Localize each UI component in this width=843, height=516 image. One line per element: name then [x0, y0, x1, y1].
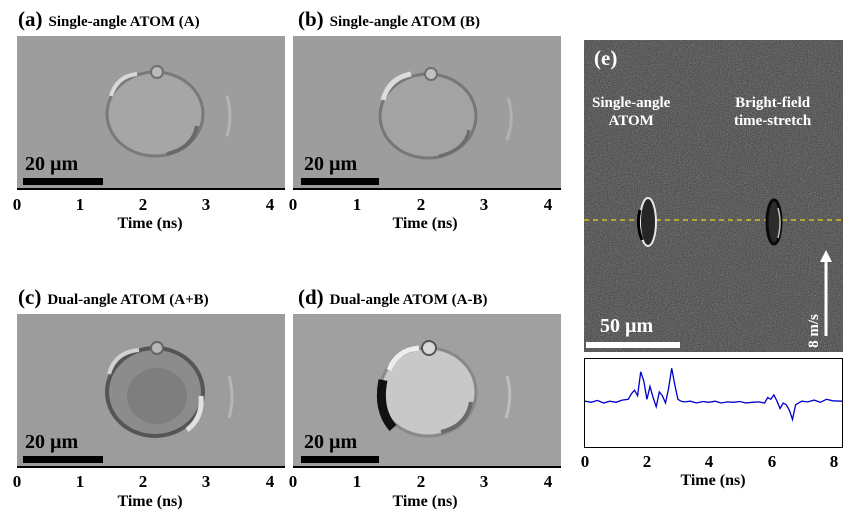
panel-e-velocity-label: 8 m/s: [805, 314, 822, 348]
cell-image: [293, 36, 561, 188]
label-left-line-2: ATOM: [608, 113, 654, 129]
panel-letter: (b): [298, 7, 324, 31]
panel-e-xlabel: Time (ns): [680, 472, 746, 489]
panel-letter: (d): [298, 285, 324, 309]
panel-b-tick-1: 1: [352, 195, 362, 214]
panel-e-tick-3: 6: [767, 452, 777, 471]
label-right-line-1: Bright-field: [735, 95, 811, 111]
panel-name: Dual-angle ATOM (A+B): [47, 292, 209, 308]
panel-e-image: [584, 40, 843, 352]
panel-b-tick-4: 4: [543, 195, 553, 214]
panel-e-trace-plot: [584, 358, 843, 448]
panel-d-tick-0: 0: [288, 472, 298, 491]
panel-a-tick-0: 0: [12, 195, 22, 214]
panel-a-tick-3: 3: [201, 195, 211, 214]
panel-a-tick-4: 4: [265, 195, 275, 214]
cell-image: [293, 314, 561, 466]
panel-c-tick-4: 4: [265, 472, 275, 491]
label-right-line-2: time-stretch: [734, 113, 812, 129]
panel-d-tick-3: 3: [479, 472, 489, 491]
panel-c-title: (c) Dual-angle ATOM (A+B): [18, 287, 209, 308]
cell-image: [17, 314, 285, 466]
panel-c-xlabel: Time (ns): [117, 493, 183, 510]
panel-d-tick-4: 4: [543, 472, 553, 491]
label-left-line-1: Single-angle: [592, 95, 671, 111]
trace-series-line: [585, 368, 842, 422]
panel-b-x-axis: [293, 188, 561, 190]
panel-a-scalebar-label: 20 µm: [25, 153, 79, 175]
panel-e-tick-4: 8: [829, 452, 839, 471]
panel-name: Single-angle ATOM (A): [48, 14, 200, 30]
panel-b-tick-3: 3: [479, 195, 489, 214]
panel-b-scalebar-label: 20 µm: [304, 153, 358, 175]
panel-e-label-left: Single-angle ATOM: [592, 94, 670, 130]
panel-a-title: (a) Single-angle ATOM (A): [18, 9, 200, 30]
panel-d-x-axis: [293, 466, 561, 468]
panel-b-tick-2: 2: [416, 195, 426, 214]
panel-b-image: [293, 36, 561, 188]
panel-e-letter: (e): [594, 46, 618, 70]
panel-name: Dual-angle ATOM (A-B): [329, 292, 488, 308]
panel-name: Single-angle ATOM (B): [329, 14, 480, 30]
cell-image: [17, 36, 285, 188]
panel-c-tick-0: 0: [12, 472, 22, 491]
panel-letter: (a): [18, 7, 43, 31]
panel-a-x-axis: [17, 188, 285, 190]
panel-d-title: (d) Dual-angle ATOM (A-B): [298, 287, 487, 308]
panel-e-scalebar-label: 50 µm: [600, 315, 654, 337]
panel-c-x-axis: [17, 466, 285, 468]
panel-a-tick-1: 1: [75, 195, 85, 214]
panel-b-xlabel: Time (ns): [392, 215, 458, 232]
panel-d-tick-2: 2: [416, 472, 426, 491]
panel-d-tick-1: 1: [352, 472, 362, 491]
panel-e-tick-1: 2: [642, 452, 652, 471]
flow-image: [584, 40, 843, 352]
panel-a-xlabel: Time (ns): [117, 215, 183, 232]
panel-c-tick-3: 3: [201, 472, 211, 491]
panel-e-tick-2: 4: [704, 452, 714, 471]
panel-e-tick-0: 0: [580, 452, 590, 471]
panel-c-tick-2: 2: [138, 472, 148, 491]
panel-d-scalebar-label: 20 µm: [304, 431, 358, 453]
panel-b-tick-0: 0: [288, 195, 298, 214]
panel-d-image: [293, 314, 561, 466]
panel-c-image: [17, 314, 285, 466]
panel-a-image: [17, 36, 285, 188]
panel-c-scalebar-label: 20 µm: [25, 431, 79, 453]
trace-chart: [585, 368, 842, 422]
panel-d-xlabel: Time (ns): [392, 493, 458, 510]
panel-e-label-right: Bright-field time-stretch: [734, 94, 811, 130]
panel-b-title: (b) Single-angle ATOM (B): [298, 9, 480, 30]
panel-a-tick-2: 2: [138, 195, 148, 214]
panel-c-tick-1: 1: [75, 472, 85, 491]
panel-letter: (c): [18, 285, 42, 309]
